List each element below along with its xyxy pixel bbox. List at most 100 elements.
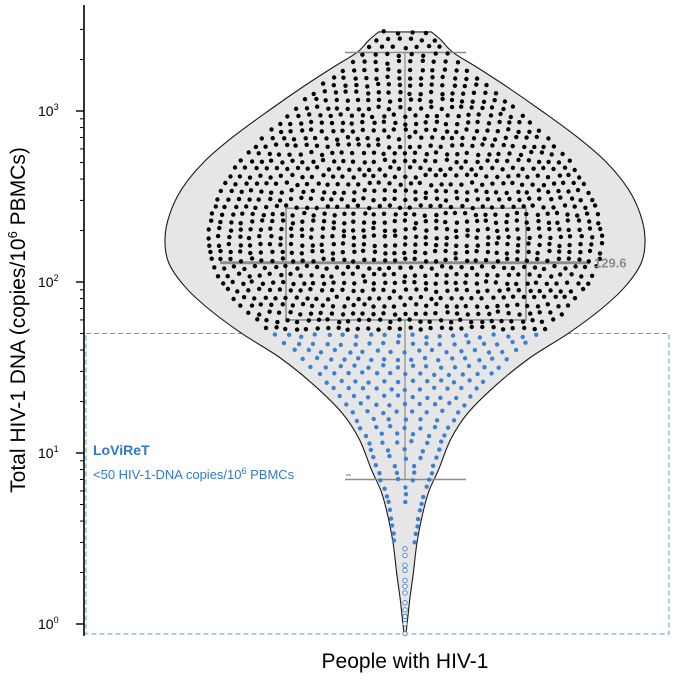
data-point: [505, 158, 510, 164]
data-point: [418, 294, 424, 300]
data-point: [258, 250, 263, 255]
data-point: [289, 188, 294, 193]
data-point: [376, 180, 381, 185]
data-point: [445, 152, 450, 157]
data-point: [367, 205, 372, 211]
data-point: [494, 158, 500, 163]
data-point: [355, 265, 360, 270]
data-point: [325, 342, 330, 347]
data-point: [445, 386, 450, 391]
data-point: [402, 590, 408, 596]
data-point: [510, 294, 516, 299]
data-point: [387, 145, 392, 150]
data-point: [236, 196, 242, 202]
data-point: [381, 357, 387, 362]
data-point: [238, 227, 243, 232]
data-point: [299, 227, 305, 232]
data-point: [371, 454, 376, 460]
data-point: [324, 380, 329, 385]
data-point: [424, 484, 429, 489]
data-point: [340, 174, 345, 179]
data-point: [475, 119, 480, 125]
data-point: [409, 439, 414, 444]
data-point: [534, 134, 539, 140]
data-point: [415, 516, 421, 522]
data-point: [402, 387, 407, 393]
data-point: [381, 410, 386, 416]
data-point: [339, 150, 344, 155]
data-point: [407, 205, 412, 210]
data-point: [396, 137, 402, 142]
data-point: [465, 258, 470, 263]
data-point: [352, 68, 357, 73]
data-point: [569, 196, 575, 201]
data-point: [535, 256, 540, 262]
data-point: [260, 218, 265, 223]
data-point: [423, 273, 428, 278]
x-axis-title: People with HIV-1: [322, 650, 489, 673]
data-point: [341, 280, 347, 286]
data-point: [329, 120, 335, 126]
data-point: [392, 159, 397, 164]
data-point: [567, 158, 572, 163]
data-point: [545, 211, 550, 216]
data-point: [498, 111, 503, 117]
data-point: [418, 203, 423, 208]
data-point: [536, 218, 541, 224]
data-point: [510, 104, 516, 109]
data-point: [586, 281, 591, 286]
data-point: [462, 211, 468, 216]
data-point: [312, 135, 318, 141]
data-point: [487, 152, 492, 157]
data-point: [311, 259, 316, 264]
data-point: [421, 53, 426, 58]
data-point: [578, 250, 583, 255]
y-tick-label: 101: [38, 444, 59, 461]
data-point: [246, 310, 251, 315]
data-point: [402, 621, 408, 627]
data-point: [567, 234, 573, 239]
data-point: [340, 332, 345, 337]
data-point: [413, 175, 418, 180]
data-point: [374, 38, 379, 43]
data-point: [386, 417, 391, 422]
data-point: [434, 301, 439, 307]
data-point: [439, 106, 444, 112]
data-point: [597, 251, 603, 256]
data-point: [208, 249, 213, 255]
data-point: [351, 302, 356, 308]
data-point: [371, 271, 377, 277]
data-point: [500, 204, 505, 209]
data-point: [382, 304, 387, 309]
data-point: [353, 76, 358, 81]
data-point: [482, 136, 487, 141]
data-point: [553, 294, 558, 299]
data-point: [339, 378, 344, 384]
data-point: [433, 51, 438, 56]
data-point: [483, 212, 488, 217]
data-point: [395, 365, 401, 370]
data-point: [247, 243, 253, 248]
data-point: [395, 357, 401, 363]
data-point: [376, 97, 382, 103]
data-point: [311, 91, 316, 97]
data-point: [464, 172, 470, 177]
data-point: [495, 228, 500, 234]
data-point: [342, 304, 347, 309]
data-point: [496, 235, 501, 240]
data-point: [366, 167, 372, 173]
data-point: [331, 220, 337, 225]
data-point: [386, 107, 392, 112]
data-point: [319, 152, 325, 158]
data-point: [567, 249, 572, 255]
data-point: [433, 311, 438, 316]
data-point: [318, 310, 323, 316]
data-point: [364, 75, 369, 81]
data-point: [376, 104, 381, 110]
data-point: [443, 122, 449, 127]
data-point: [361, 228, 366, 233]
data-point: [335, 182, 340, 187]
data-point: [423, 241, 429, 247]
data-point: [267, 151, 272, 157]
data-point: [470, 143, 475, 149]
